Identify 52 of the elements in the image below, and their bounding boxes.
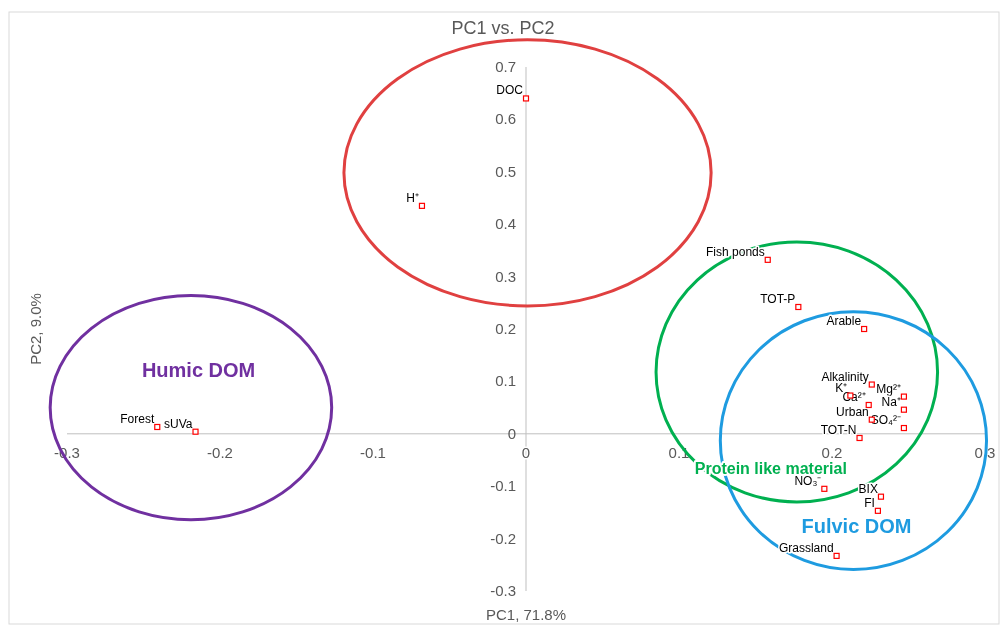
annotation: Urban (836, 404, 869, 419)
y-tick-label: 0 (507, 424, 516, 442)
annotation: Na⁺ (881, 394, 901, 409)
point (522, 95, 530, 102)
y-tick-label: -0.3 (490, 582, 516, 599)
x-tick-label: 0.2 (821, 443, 843, 461)
annotation: TOT-P (760, 291, 796, 306)
y-tick-label: -0.2 (490, 529, 516, 547)
x-tick-label: -0.2 (207, 443, 233, 461)
annotation: Mg²⁺ (876, 381, 901, 396)
annotation: Arable (826, 314, 862, 328)
annotation: NO₃⁻ (794, 473, 822, 488)
y-tick-label: 0.5 (495, 162, 516, 180)
x-tick-label: 0 (521, 443, 531, 461)
y-tick-label: 0.4 (495, 215, 516, 233)
chart-title: PC1 vs. PC2 (451, 18, 555, 38)
annotation: Fulvic DOM (801, 515, 912, 538)
annotation: TOT-N (820, 422, 857, 437)
annotation: H⁺ (406, 190, 419, 205)
y-tick-label: 0.2 (495, 320, 516, 337)
annotation: Forest (120, 411, 155, 426)
point (418, 202, 426, 209)
y-tick-label: 0.6 (495, 110, 516, 128)
point (821, 485, 828, 492)
annotation: Ca²⁺ (842, 389, 866, 404)
x-tick-label: -0.1 (360, 443, 386, 461)
annotation: FI (864, 495, 875, 510)
y-tick-label: 0.7 (495, 58, 516, 75)
y-axis-title: PC2, 9.0% (27, 293, 44, 365)
y-tick-label: 0.3 (495, 267, 516, 285)
point (900, 406, 908, 413)
point (868, 381, 875, 388)
annotation: sUVa (164, 416, 193, 431)
annotation: Humic DOM (141, 358, 256, 381)
point (764, 256, 771, 263)
annotation: DOC (496, 83, 524, 98)
annotation: Grassland (778, 540, 834, 555)
point (856, 434, 863, 442)
point (154, 423, 161, 431)
point (795, 303, 802, 311)
y-tick-label: -0.1 (490, 477, 516, 495)
point (877, 493, 885, 500)
annotation: BIX (858, 481, 878, 496)
x-axis-title: PC1, 71.8% (485, 606, 567, 623)
y-tick-label: 0.1 (495, 372, 516, 390)
point (861, 325, 868, 333)
point (874, 507, 881, 514)
annotation: Alkalinity (821, 369, 869, 384)
point (833, 552, 840, 559)
point (192, 428, 199, 435)
annotation: SO₄²⁻ (870, 413, 901, 428)
point (900, 424, 908, 432)
